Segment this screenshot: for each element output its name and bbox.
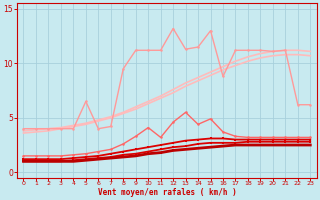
X-axis label: Vent moyen/en rafales ( km/h ): Vent moyen/en rafales ( km/h ) xyxy=(98,188,236,197)
